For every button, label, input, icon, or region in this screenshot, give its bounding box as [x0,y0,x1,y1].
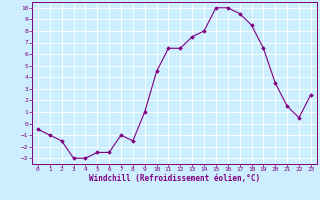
X-axis label: Windchill (Refroidissement éolien,°C): Windchill (Refroidissement éolien,°C) [89,174,260,183]
